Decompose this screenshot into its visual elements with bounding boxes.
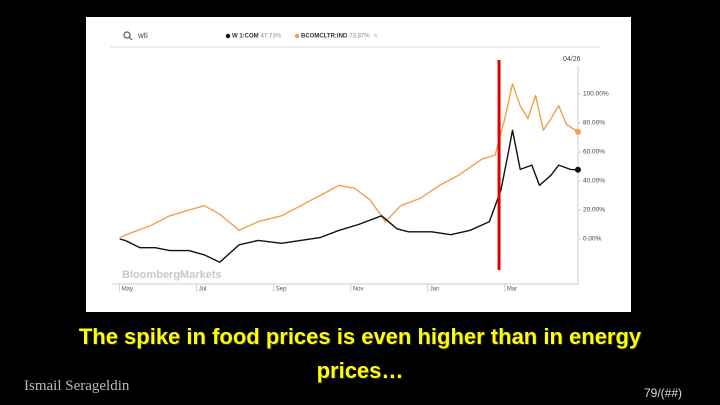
caption: The spike in food prices is even higher … xyxy=(78,324,642,383)
x-tick-label: Sep xyxy=(276,287,287,293)
end-dot xyxy=(575,128,581,135)
legend-name: W 1:COM xyxy=(232,34,259,40)
legend-name: BCOMCLTR:IND xyxy=(301,34,348,40)
search-text: wti xyxy=(137,31,148,40)
x-tick-label: Jan xyxy=(430,287,440,293)
legend-swatch xyxy=(225,33,231,39)
series-line xyxy=(119,129,579,263)
x-tick-label: Nov xyxy=(353,287,364,293)
date-label: 04/26 xyxy=(563,56,581,63)
page-number: 79/(##) xyxy=(643,386,682,400)
y-tick-label: 20.00% xyxy=(583,207,605,214)
watermark: BloombergMarkets xyxy=(122,269,222,281)
legend-close: × xyxy=(374,33,378,40)
y-tick-label: 80.00% xyxy=(583,120,605,127)
end-dot xyxy=(575,166,581,173)
y-tick-label: 0.00% xyxy=(583,236,602,243)
search-icon xyxy=(128,36,133,41)
legend-value: 73.87% xyxy=(349,34,370,40)
x-tick-label: Mar xyxy=(507,287,517,293)
author: Ismail Serageldin xyxy=(24,378,130,394)
y-tick-label: 100.00% xyxy=(583,91,609,98)
x-tick-label: Jul xyxy=(199,287,207,293)
series-line xyxy=(119,83,579,239)
x-tick-label: May xyxy=(122,287,133,293)
search-icon xyxy=(123,31,131,39)
screenshot-panel xyxy=(86,17,631,312)
legend-value: 47.73% xyxy=(261,34,282,40)
y-tick-label: 60.00% xyxy=(583,149,605,156)
y-tick-label: 40.00% xyxy=(583,178,605,185)
legend-swatch xyxy=(294,33,300,39)
